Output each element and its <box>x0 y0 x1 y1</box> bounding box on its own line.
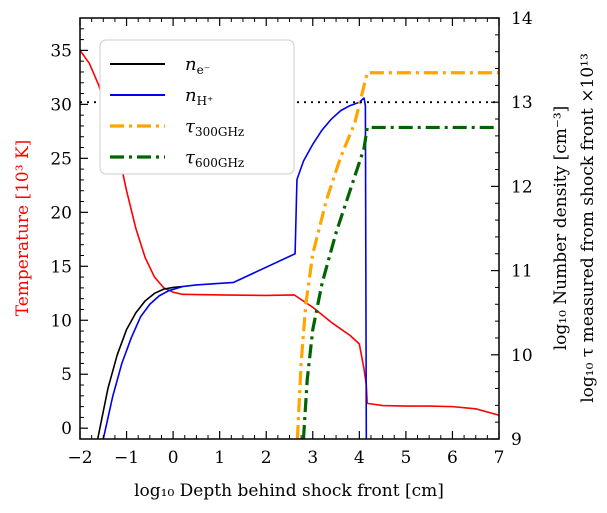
x-tick-label: 4 <box>354 448 365 468</box>
y-left-axis-title: Temperature [10³ K] <box>13 140 33 317</box>
y-left-tick-label: 0 <box>61 419 72 439</box>
series-n-h- <box>102 97 368 439</box>
y-left-tick-label: 20 <box>50 203 72 223</box>
x-tick-label: −2 <box>67 448 92 468</box>
x-axis-title: log₁₀ Depth behind shock front [cm] <box>134 481 444 501</box>
series-tau-600ghz <box>301 125 499 439</box>
x-tick-label: 1 <box>214 448 225 468</box>
y-right-axis-title-2: log₁₀ τ measured from shock front ×10¹³ <box>578 53 598 403</box>
x-tick-label: 3 <box>307 448 318 468</box>
y-right-tick-label: 12 <box>511 177 533 197</box>
y-right-axis-title-1: log₁₀ Number density [cm⁻³] <box>551 106 571 351</box>
y-left-tick-label: 15 <box>50 257 72 277</box>
x-tick-label: −1 <box>114 448 139 468</box>
y-left-tick-label: 25 <box>50 149 72 169</box>
series-tau-300ghz <box>295 71 499 439</box>
x-tick-label: 2 <box>261 448 272 468</box>
y-left-tick-label: 5 <box>61 365 72 385</box>
legend-label-tau600: τ600GHz <box>185 147 244 170</box>
legend-label-tau300: τ300GHz <box>185 116 244 139</box>
x-tick-label: 6 <box>447 448 458 468</box>
y-left-tick-label: 30 <box>50 95 72 115</box>
legend-label-nh: nH⁺ <box>185 85 213 108</box>
legend: ne⁻ nH⁺ τ300GHz τ600GHz <box>99 39 295 175</box>
y-right-tick-label: 10 <box>511 346 533 366</box>
y-left-tick-label: 10 <box>50 311 72 331</box>
series-n-e- <box>96 285 183 439</box>
y-right-tick-label: 9 <box>511 430 522 450</box>
y-left-tick-label: 35 <box>50 41 72 61</box>
legend-box <box>99 39 295 175</box>
x-tick-label: 7 <box>494 448 505 468</box>
y-right-tick-label: 14 <box>511 9 533 29</box>
y-right-tick-label: 13 <box>511 93 533 113</box>
y-right-tick-label: 11 <box>511 262 533 282</box>
x-tick-label: 0 <box>168 448 179 468</box>
legend-label-ne: ne⁻ <box>185 54 210 77</box>
x-tick-label: 5 <box>400 448 411 468</box>
